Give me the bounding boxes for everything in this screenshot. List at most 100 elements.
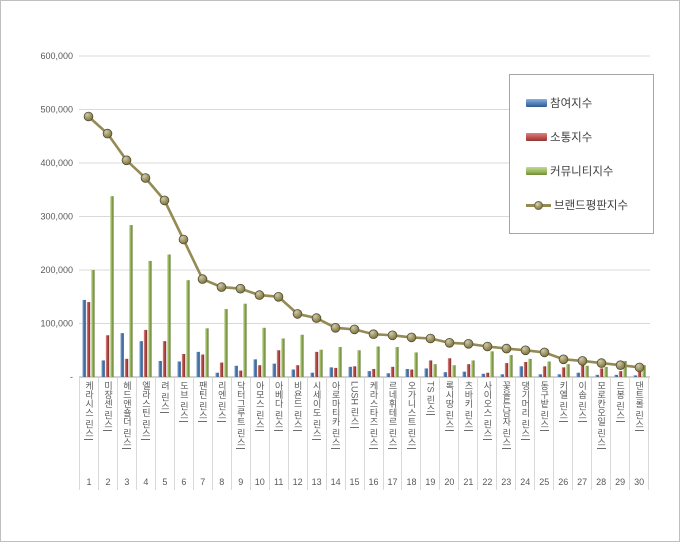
label-underline [444, 429, 454, 431]
bar-communication [409, 369, 414, 377]
bar-communication [105, 335, 110, 377]
category-cell: 케라시스 린스 1 [79, 378, 99, 490]
participation-swatch-icon [526, 99, 547, 107]
label-underline [482, 438, 492, 440]
bar-community [243, 303, 247, 377]
category-cell: 닥터그루트 린스 9 [232, 378, 251, 490]
bar-community [281, 338, 285, 377]
reputation-marker [596, 358, 607, 368]
bar-participation [367, 371, 371, 377]
reputation-marker [539, 347, 550, 358]
bar-communication [561, 367, 566, 377]
bar-community [566, 364, 570, 377]
category-label: 오가니스트 린스 [406, 381, 417, 447]
category-label: 댄트롤 린스 [634, 381, 645, 429]
reputation-marker [406, 332, 417, 343]
reputation-marker [330, 322, 341, 333]
bar-participation [614, 374, 618, 377]
label-underline [501, 447, 511, 449]
bar-communication [238, 370, 243, 377]
rank-label: 4 [143, 477, 149, 487]
reputation-marker [235, 283, 246, 294]
reputation-marker [634, 362, 645, 373]
bar-community [262, 327, 266, 377]
category-cell: 꽃을든남자 린스 23 [497, 378, 517, 490]
category-label: 케라스타즈 린스 [368, 381, 379, 447]
bar-communication [637, 370, 642, 377]
rank-label: 9 [238, 477, 244, 487]
rank-label: 23 [501, 477, 512, 487]
y-tick-label: - [70, 372, 73, 382]
category-label: 닥터그루트 린스 [235, 381, 246, 447]
bar-community [91, 270, 95, 377]
label-underline [369, 447, 379, 449]
bar-communication [143, 329, 148, 377]
bar-participation [215, 372, 219, 377]
communication-swatch-icon [526, 133, 547, 141]
label-underline [406, 447, 416, 449]
bar-community [395, 347, 399, 377]
category-label: 동구밭 린스 [539, 381, 550, 429]
bar-communication [466, 364, 471, 377]
category-label: 시세이도 린스 [311, 381, 322, 438]
label-underline [141, 438, 151, 440]
bar-communication [333, 367, 338, 377]
category-label: 아로마티카 린스 [330, 381, 341, 447]
bar-participation [177, 361, 181, 377]
reputation-marker [425, 333, 436, 344]
bar-communication [276, 350, 281, 377]
bar-participation [519, 366, 523, 377]
label-underline [387, 447, 397, 449]
category-label: 케라시스 린스 [83, 381, 94, 438]
rank-label: 15 [349, 477, 360, 487]
category-label: 도브 린스 [178, 381, 189, 420]
bar-community [490, 351, 494, 377]
rank-label: 2 [105, 477, 111, 487]
bar-community [224, 309, 228, 377]
bar-community [452, 365, 456, 377]
bar-community [376, 346, 380, 377]
bar-communication [371, 368, 376, 377]
bar-community [338, 347, 342, 377]
reputation-marker [368, 329, 379, 340]
label-underline [293, 429, 303, 431]
category-cell: 아모스 린스 10 [251, 378, 270, 490]
reputation-marker [121, 155, 132, 166]
bar-participation [462, 371, 466, 377]
bar-community [319, 349, 323, 377]
category-cell: 모로칸오일 린스 28 [592, 378, 612, 490]
reputation-marker [463, 338, 474, 349]
label-underline [198, 420, 208, 422]
category-cell: 키엘 린스 26 [554, 378, 574, 490]
y-tick-label: 200,000 [40, 265, 73, 275]
bar-participation [424, 368, 428, 377]
bar-participation [272, 363, 276, 378]
bar-communication [447, 358, 452, 377]
rank-label: 5 [162, 477, 168, 487]
label-underline [463, 429, 473, 431]
bar-community [167, 254, 171, 377]
rank-label: 17 [387, 477, 398, 487]
category-cell: 드봉 린스 29 [611, 378, 631, 490]
rank-label: 8 [219, 477, 225, 487]
category-cell: 비욘드 린스 12 [289, 378, 308, 490]
bar-communication [162, 341, 167, 377]
reputation-marker [140, 173, 151, 183]
category-label: 리엔 린스 [216, 381, 227, 420]
bar-community [547, 361, 551, 377]
bar-communication [504, 363, 509, 377]
bar-community [623, 360, 627, 377]
legend-label-participation: 참여지수 [550, 98, 593, 110]
bar-community [148, 260, 152, 377]
reputation-line-swatch-icon [526, 200, 551, 211]
reputation-marker [577, 356, 588, 366]
rank-label: 28 [596, 477, 607, 487]
bar-community [433, 364, 437, 377]
legend-label-communication: 소통지수 [550, 132, 593, 144]
bar-communication [200, 354, 205, 377]
category-cell: 아로마티카 린스 14 [327, 378, 346, 490]
bar-participation [101, 360, 105, 377]
bar-community [528, 358, 532, 377]
label-underline [255, 429, 265, 431]
bar-communication [390, 366, 395, 377]
